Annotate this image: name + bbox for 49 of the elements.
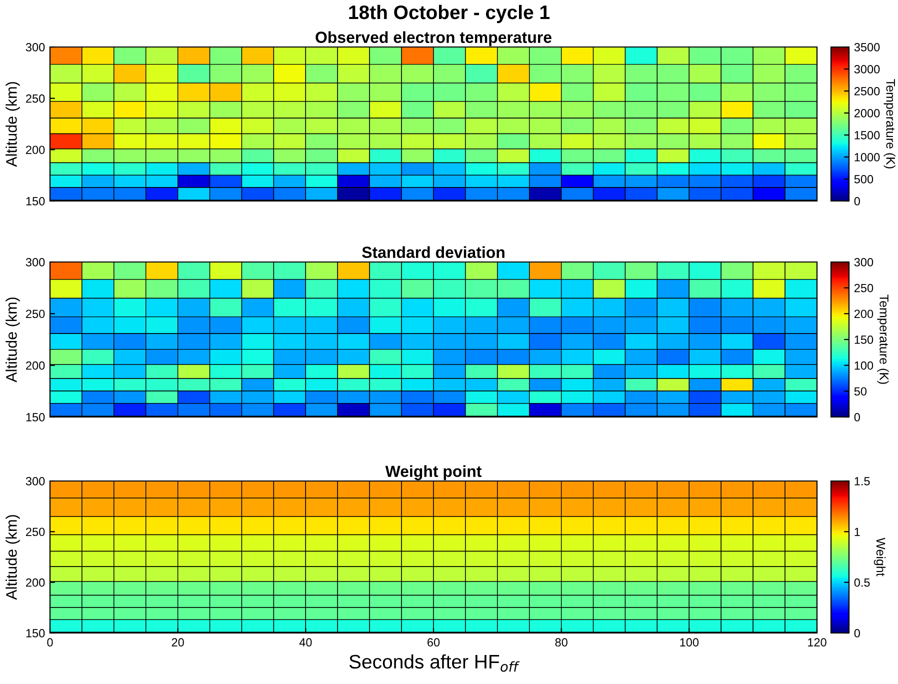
y-tick-label: 150: [26, 413, 45, 422]
y-tick-label: 200: [26, 578, 45, 587]
color-bar-label: 1.5: [854, 477, 870, 486]
color-bar-label: 500: [854, 175, 874, 184]
y-tick-label: 250: [26, 94, 45, 103]
chart-subtitle: Standard deviation: [362, 246, 504, 258]
y-axis-title: Altitude (km): [6, 515, 20, 600]
y-tick-label: 250: [26, 310, 45, 318]
color-bar-label: 3000: [854, 65, 880, 74]
color-bar-label: 2000: [854, 109, 880, 118]
color-bar-label: 300: [854, 258, 874, 266]
x-tick-label: 80: [555, 638, 568, 647]
color-bar-title: Temperature (K): [884, 79, 896, 168]
color-bar-label: 100: [854, 361, 874, 370]
y-axis-title: Altitude (km): [6, 298, 20, 382]
color-bar-label: 0: [854, 413, 860, 422]
y-tick-label: 200: [26, 361, 45, 370]
y-tick-label: 300: [26, 43, 45, 52]
color-bar-label: 250: [854, 284, 874, 292]
y-tick-label: 150: [26, 197, 45, 206]
color-bar-label: 3500: [854, 43, 880, 52]
color-bar-title: Temperature (K): [877, 294, 889, 384]
x-axis-title: Seconds after HF$_{off}$: [349, 654, 520, 672]
y-axis-title: Altitude (km): [6, 82, 20, 167]
x-tick-label: 60: [428, 638, 440, 647]
x-tick-label: 40: [299, 638, 312, 647]
y-tick-label: 300: [26, 258, 45, 266]
color-bar-label: 0: [854, 629, 860, 638]
color-bar-label: 2500: [854, 87, 880, 96]
y-tick-label: 300: [26, 477, 45, 486]
color-bar-label: 1000: [854, 153, 880, 162]
chart-subtitle: Observed electron temperature: [316, 31, 552, 46]
y-tick-label: 200: [26, 146, 45, 154]
y-tick-label: 250: [26, 528, 45, 536]
color-bar-label: 0: [854, 197, 860, 206]
x-tick-label: 0: [47, 638, 53, 647]
color-bar-label: 1: [854, 528, 860, 536]
x-tick-label: 100: [680, 638, 699, 647]
x-tick-label: 20: [172, 638, 184, 647]
color-bar-label: 0.5: [854, 578, 870, 587]
chart-subtitle: Weight point: [385, 465, 482, 480]
y-tick-label: 150: [26, 629, 45, 638]
color-bar-label: 150: [854, 336, 874, 344]
color-bar-title: Weight: [874, 538, 886, 576]
color-bar-label: 1500: [854, 131, 880, 140]
x-tick-label: 120: [808, 638, 826, 647]
color-bar-label: 50: [854, 387, 867, 396]
color-bar-label: 200: [854, 310, 874, 318]
chart-title: 18th October - cycle 1: [349, 4, 550, 24]
